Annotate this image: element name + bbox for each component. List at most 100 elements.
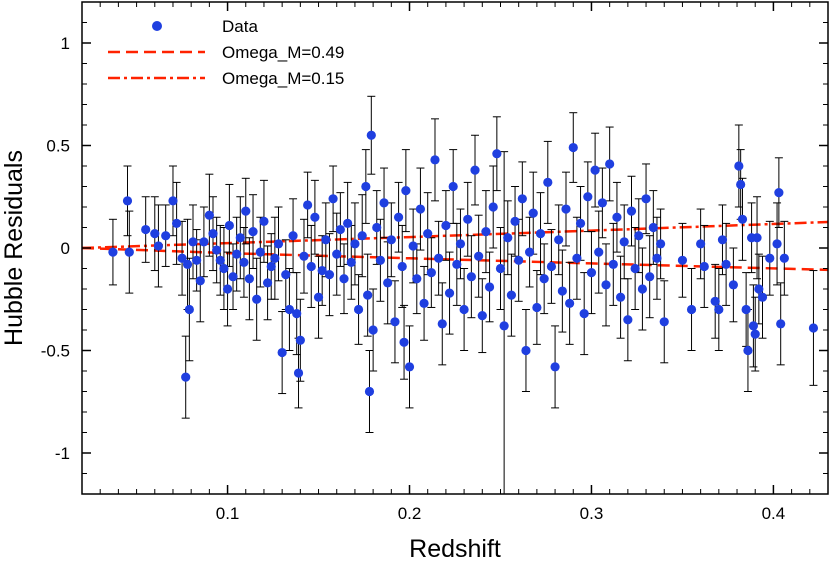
data-point	[696, 239, 706, 249]
data-point	[637, 284, 648, 294]
data-point	[543, 177, 553, 187]
data-point	[390, 317, 400, 327]
data-point	[437, 319, 447, 329]
legend-label-data: Data	[222, 17, 258, 36]
data-point	[386, 235, 396, 245]
data-point	[741, 304, 751, 315]
data-point	[277, 347, 287, 358]
data-point	[539, 274, 549, 284]
y-tick-label: 0	[61, 239, 70, 258]
data-point	[474, 251, 484, 261]
data-point	[521, 345, 531, 356]
data-point	[630, 263, 640, 274]
data-point	[734, 161, 744, 171]
data-point	[448, 181, 458, 192]
data-point	[590, 165, 600, 175]
data-point	[235, 233, 245, 243]
data-point	[477, 311, 487, 321]
data-point	[379, 198, 389, 208]
data-point	[776, 319, 786, 329]
data-point	[586, 268, 597, 278]
data-point	[124, 247, 134, 257]
data-point	[426, 268, 436, 278]
data-point	[161, 231, 171, 241]
legend-label-omega-015: Omega_M=0.15	[222, 69, 344, 88]
data-point	[441, 220, 451, 231]
data-point	[736, 179, 746, 190]
data-point	[215, 255, 225, 265]
data-point	[652, 253, 662, 263]
data-point	[281, 270, 291, 280]
data-point	[434, 253, 444, 263]
data-point	[645, 272, 655, 282]
data-point	[372, 222, 382, 233]
data-point	[728, 280, 738, 290]
data-point	[303, 200, 313, 210]
data-point	[772, 239, 782, 249]
data-point	[615, 292, 626, 302]
y-tick-label: 0.5	[46, 137, 70, 156]
data-point	[619, 237, 629, 247]
data-point	[375, 255, 385, 265]
y-tick-label: -1	[55, 444, 70, 463]
data-point	[648, 222, 658, 233]
data-point	[328, 194, 338, 204]
data-point	[195, 276, 205, 286]
data-point	[184, 304, 194, 315]
data-point	[299, 251, 309, 261]
data-point	[565, 298, 575, 308]
data-point	[321, 235, 331, 245]
data-point	[583, 192, 593, 202]
data-point	[108, 247, 118, 257]
data-point	[228, 272, 238, 282]
data-point	[532, 302, 542, 313]
data-points	[108, 130, 819, 397]
data-point	[412, 274, 422, 284]
data-point	[199, 237, 209, 247]
data-point	[514, 255, 524, 265]
data-point	[492, 149, 502, 159]
data-point	[270, 253, 280, 263]
data-point	[357, 231, 367, 241]
data-point	[332, 249, 342, 259]
data-point	[350, 239, 360, 249]
axis-ticks: 0.1 0.2 0.3 0.4 -1 -0.5 0 0.5 1	[41, 2, 828, 523]
data-point	[506, 290, 517, 300]
data-point	[714, 304, 724, 315]
data-point	[310, 212, 320, 222]
data-point	[292, 309, 302, 319]
data-point	[572, 253, 582, 263]
data-point	[579, 309, 589, 319]
plot-area-background	[82, 2, 828, 494]
data-point	[188, 237, 198, 247]
data-point	[748, 321, 759, 331]
data-point	[346, 257, 356, 267]
data-point	[363, 290, 373, 300]
data-point	[222, 284, 233, 294]
data-point	[499, 321, 509, 331]
data-point	[686, 304, 697, 315]
data-point	[641, 194, 651, 204]
data-point	[561, 204, 571, 214]
y-tick-label: -0.5	[41, 342, 70, 361]
data-point	[452, 259, 462, 269]
data-point	[182, 259, 193, 269]
data-point	[752, 233, 762, 243]
data-point	[659, 317, 669, 327]
data-point	[313, 292, 324, 302]
data-point	[364, 386, 375, 397]
data-point	[295, 335, 305, 345]
data-point	[393, 212, 404, 222]
data-point	[699, 261, 709, 272]
data-point	[634, 231, 644, 241]
data-point	[208, 229, 218, 239]
data-point	[288, 231, 298, 241]
data-point	[568, 142, 578, 153]
data-point	[517, 194, 527, 204]
data-point	[266, 261, 276, 272]
data-point	[415, 204, 426, 214]
data-point	[306, 261, 316, 272]
data-point	[601, 280, 611, 290]
data-point	[122, 196, 133, 206]
data-point	[273, 239, 284, 249]
